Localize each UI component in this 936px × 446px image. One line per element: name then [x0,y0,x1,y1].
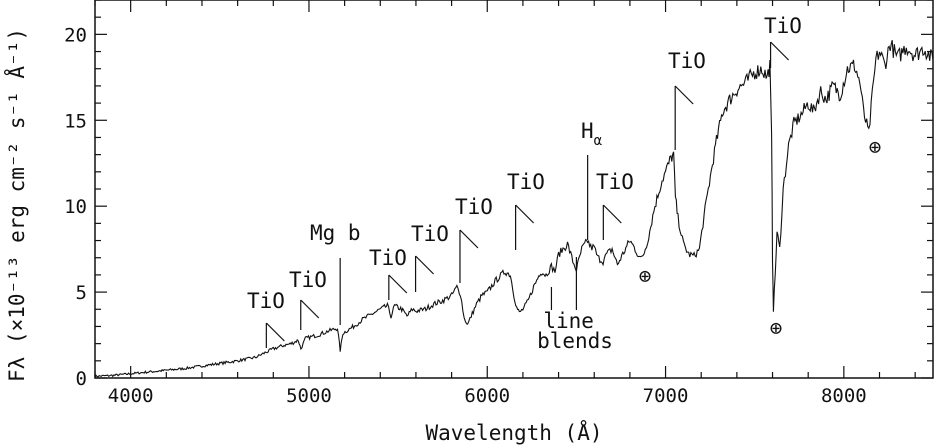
feature-marker-diagonal [515,204,535,224]
feature-marker-diagonal [265,322,285,342]
y-axis-label: Fλ (×10⁻¹³ erg cm⁻² s⁻¹ Å⁻¹) [3,28,29,382]
y-tick-label: 5 [76,282,87,304]
x-tick-label: 7000 [643,385,689,407]
feature-markers [265,41,789,348]
label-tio-4761: TiO [247,289,285,313]
feature-marker-diagonal [415,255,435,275]
telluric-symbol-8160: ⊕ [869,135,882,159]
axis-ticks [94,0,933,379]
label-tio-5847: TiO [455,195,493,219]
label-tio-5448: TiO [369,246,407,270]
label-line-blends-line2: blends [537,329,613,353]
label-h-alpha-sub: α [594,133,603,149]
x-tick-label: 4000 [108,385,154,407]
feature-marker-diagonal [459,229,479,249]
y-tick-label: 0 [76,368,87,390]
label-tio-6651: TiO [596,170,634,194]
label-tio-4954: TiO [289,268,327,292]
x-tick-label: 8000 [821,385,867,407]
feature-marker-diagonal [674,85,694,105]
label-line-blends-line1: line [543,309,594,333]
x-tick-label: 5000 [286,385,332,407]
telluric-symbol-6870: ⊕ [639,264,652,288]
spectrum-line [94,39,934,378]
feature-marker-diagonal [602,204,622,224]
feature-marker-diagonal [770,41,789,61]
y-tick-label: 10 [64,196,87,218]
feature-marker-diagonal [388,274,408,294]
y-tick-label: 15 [64,110,87,132]
label-h-alpha: Hα [581,119,603,149]
x-tick-label: 6000 [464,385,510,407]
feature-marker-diagonal [300,299,320,319]
label-tio-5598: TiO [411,222,449,246]
label-mg-b: Mg b [310,221,361,245]
telluric-symbol-7600: ⊕ [770,316,783,340]
label-tio-6159: TiO [507,170,545,194]
label-line-blends: line blends [537,309,613,353]
label-tio-7054: TiO [668,49,706,73]
axis-tick-labels: 4000 5000 6000 7000 8000 0 5 10 15 20 [64,24,867,407]
y-tick-label: 20 [64,24,87,46]
label-tio-7589: TiO [764,14,802,38]
x-axis-label: Wavelength (Å) [425,419,602,445]
